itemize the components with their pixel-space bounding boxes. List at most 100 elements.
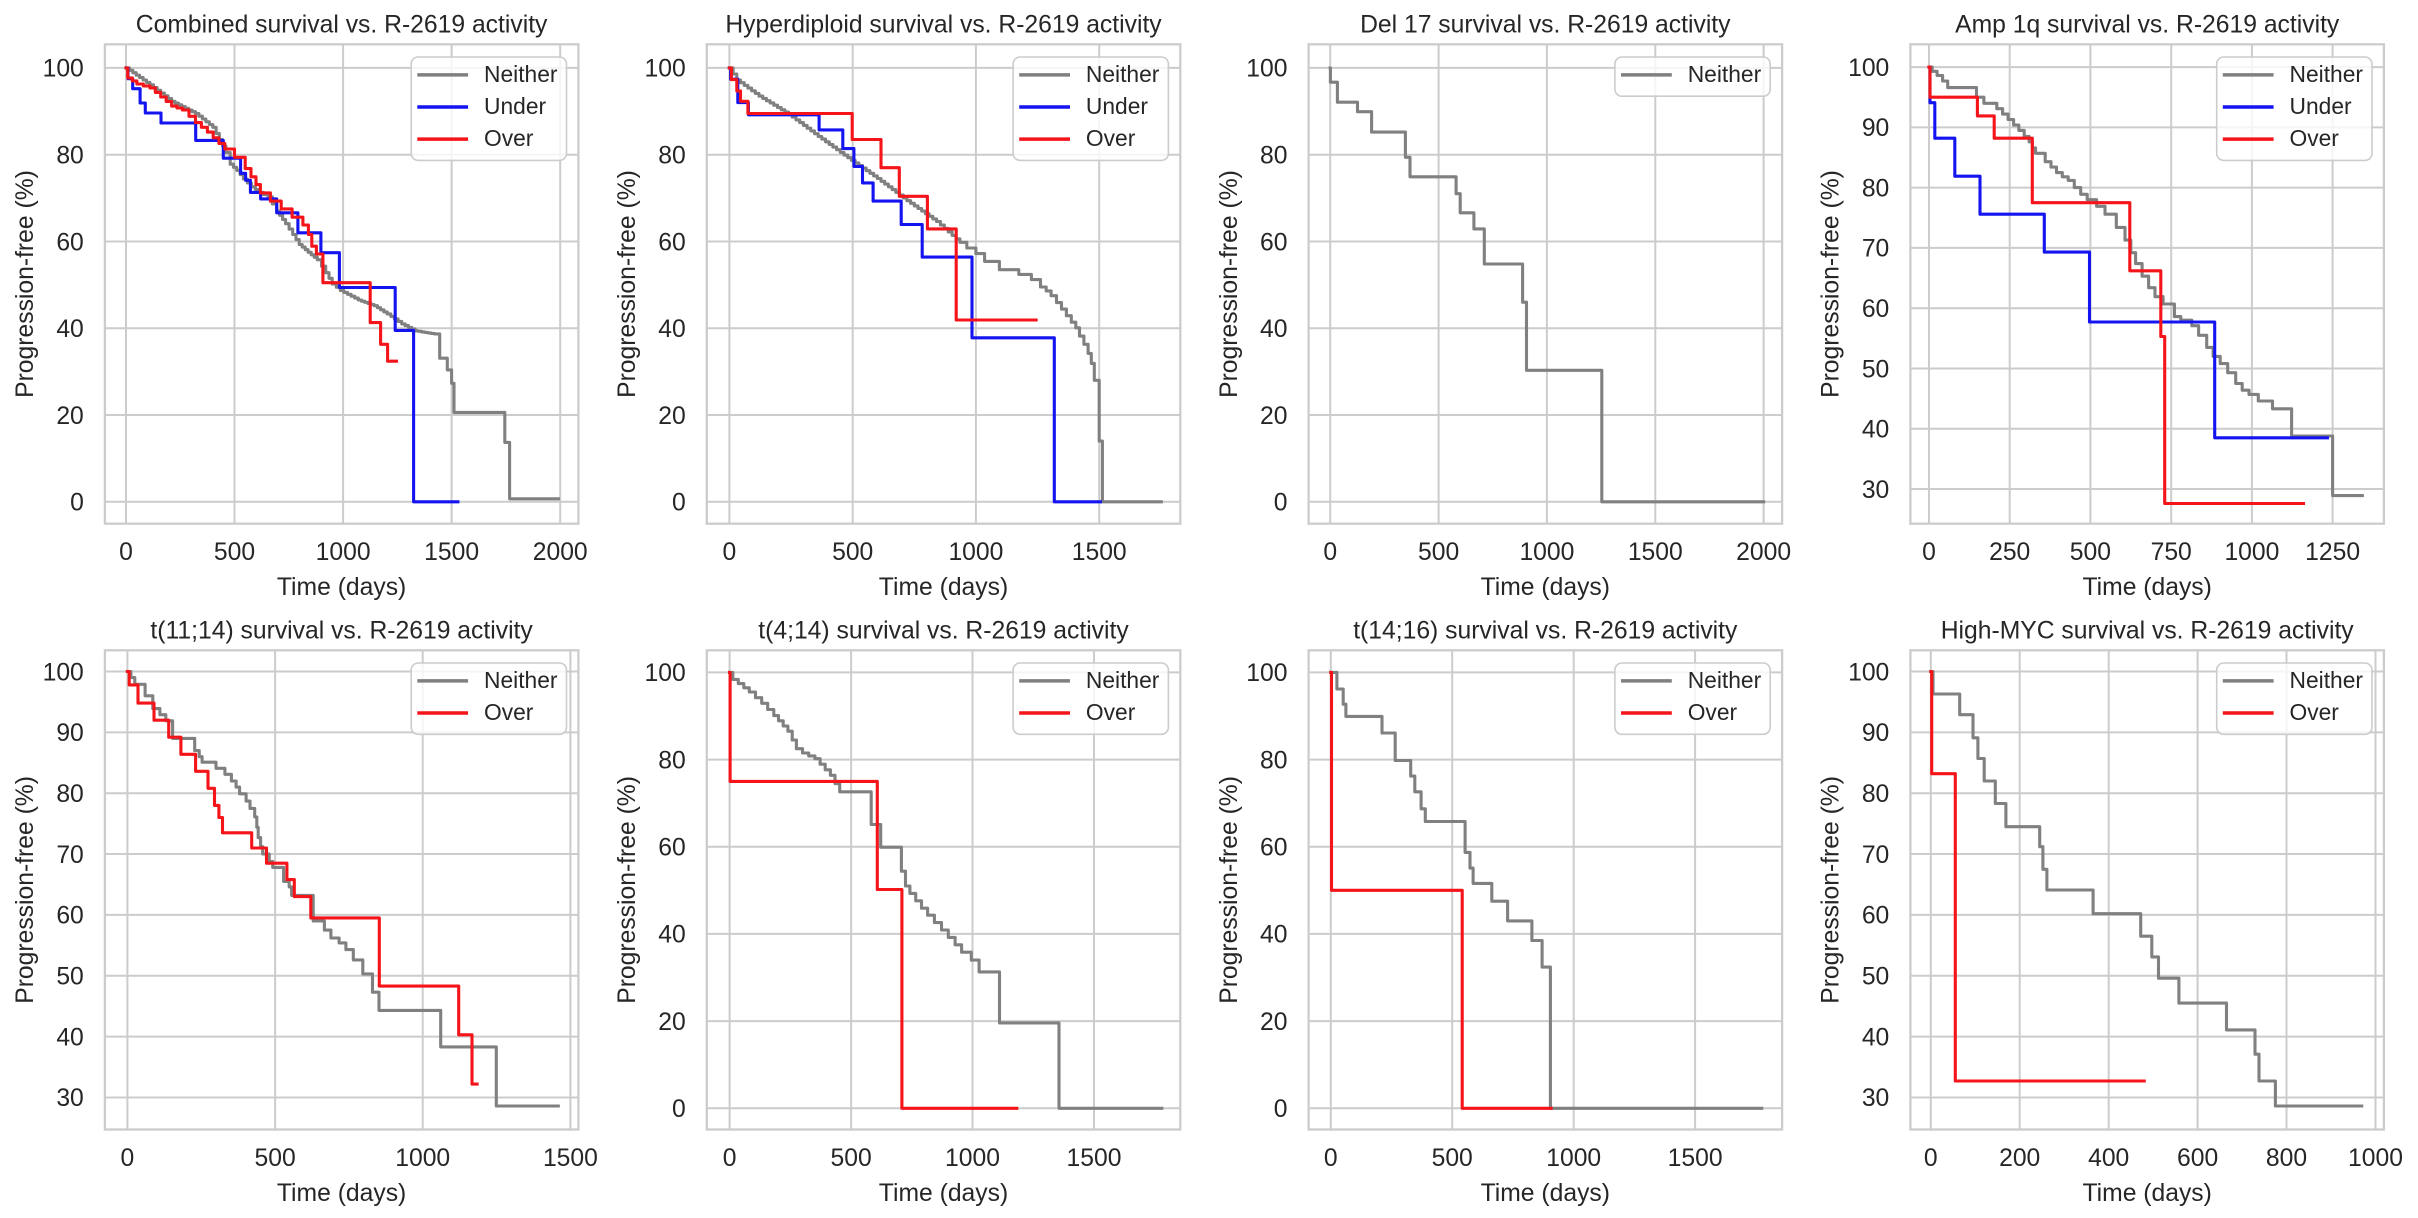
svg-text:Amp 1q survival vs. R-2619 act: Amp 1q survival vs. R-2619 activity [1955, 11, 2340, 38]
svg-text:80: 80 [658, 143, 685, 170]
svg-text:0: 0 [1924, 1145, 1938, 1172]
svg-text:1000: 1000 [316, 539, 371, 566]
svg-text:2000: 2000 [533, 539, 588, 566]
svg-text:500: 500 [1418, 539, 1459, 566]
svg-text:Neither: Neither [1688, 667, 1762, 693]
svg-text:500: 500 [2070, 539, 2111, 566]
svg-text:20: 20 [658, 403, 685, 430]
svg-text:Progression-free (%): Progression-free (%) [1216, 776, 1243, 1004]
svg-text:40: 40 [1260, 316, 1287, 343]
svg-text:1500: 1500 [543, 1145, 598, 1172]
svg-text:500: 500 [832, 539, 873, 566]
svg-text:40: 40 [658, 922, 685, 949]
svg-text:60: 60 [1862, 296, 1889, 323]
svg-text:0: 0 [672, 1096, 686, 1123]
svg-text:Del 17 survival vs. R-2619 act: Del 17 survival vs. R-2619 activity [1360, 11, 1731, 38]
svg-text:1000: 1000 [945, 1145, 1000, 1172]
svg-text:60: 60 [658, 229, 685, 256]
svg-text:1000: 1000 [948, 539, 1003, 566]
svg-text:30: 30 [1862, 477, 1889, 504]
svg-text:Progression-free (%): Progression-free (%) [12, 170, 39, 398]
svg-text:Under: Under [484, 93, 546, 119]
svg-text:70: 70 [1862, 236, 1889, 263]
svg-text:Neither: Neither [484, 61, 558, 87]
svg-text:600: 600 [2177, 1145, 2218, 1172]
svg-text:800: 800 [2266, 1145, 2307, 1172]
svg-text:90: 90 [1862, 720, 1889, 747]
svg-text:0: 0 [672, 490, 686, 517]
svg-text:60: 60 [658, 835, 685, 862]
svg-text:750: 750 [2151, 539, 2192, 566]
svg-text:500: 500 [214, 539, 255, 566]
svg-text:80: 80 [56, 781, 83, 808]
svg-text:30: 30 [1862, 1085, 1889, 1112]
svg-text:70: 70 [56, 842, 83, 869]
svg-text:Time (days): Time (days) [2082, 574, 2211, 601]
svg-text:30: 30 [56, 1085, 83, 1112]
svg-text:t(14;16) survival vs. R-2619 a: t(14;16) survival vs. R-2619 activity [1353, 617, 1738, 644]
svg-text:60: 60 [1260, 835, 1287, 862]
svg-text:2000: 2000 [1736, 539, 1791, 566]
svg-text:100: 100 [644, 56, 685, 83]
svg-text:80: 80 [658, 747, 685, 774]
svg-text:Time (days): Time (days) [277, 1180, 406, 1207]
svg-text:Over: Over [2290, 699, 2340, 725]
svg-text:50: 50 [56, 964, 83, 991]
svg-text:Over: Over [1086, 699, 1136, 725]
svg-text:Time (days): Time (days) [879, 1180, 1008, 1207]
svg-text:1500: 1500 [1628, 539, 1683, 566]
svg-text:20: 20 [1260, 403, 1287, 430]
svg-text:0: 0 [1274, 1096, 1288, 1123]
svg-text:Neither: Neither [484, 667, 558, 693]
svg-text:Neither: Neither [1086, 61, 1160, 87]
svg-text:Neither: Neither [1086, 667, 1160, 693]
svg-text:80: 80 [1862, 175, 1889, 202]
svg-text:Time (days): Time (days) [277, 574, 406, 601]
svg-text:20: 20 [658, 1009, 685, 1036]
svg-text:100: 100 [1848, 55, 1889, 82]
svg-text:40: 40 [1260, 922, 1287, 949]
svg-text:40: 40 [1862, 417, 1889, 444]
svg-text:Combined survival vs. R-2619 a: Combined survival vs. R-2619 activity [136, 11, 548, 38]
svg-text:500: 500 [254, 1145, 295, 1172]
svg-text:0: 0 [70, 490, 84, 517]
svg-text:Time (days): Time (days) [1481, 1180, 1610, 1207]
svg-text:1500: 1500 [1072, 539, 1127, 566]
svg-text:90: 90 [1862, 115, 1889, 142]
svg-text:50: 50 [1862, 356, 1889, 383]
svg-text:1000: 1000 [2224, 539, 2279, 566]
svg-text:Under: Under [1086, 93, 1148, 119]
svg-text:1000: 1000 [1546, 1145, 1601, 1172]
svg-text:1000: 1000 [2348, 1145, 2403, 1172]
svg-text:80: 80 [56, 143, 83, 170]
svg-text:80: 80 [1260, 747, 1287, 774]
svg-text:500: 500 [1432, 1145, 1473, 1172]
svg-text:80: 80 [1862, 781, 1889, 808]
svg-text:1500: 1500 [1668, 1145, 1723, 1172]
svg-text:1500: 1500 [424, 539, 479, 566]
svg-text:250: 250 [1989, 539, 2030, 566]
svg-text:Over: Over [484, 699, 534, 725]
svg-text:40: 40 [56, 1024, 83, 1051]
svg-text:500: 500 [830, 1145, 871, 1172]
svg-text:200: 200 [1999, 1145, 2040, 1172]
svg-text:400: 400 [2088, 1145, 2129, 1172]
svg-text:60: 60 [56, 903, 83, 930]
svg-text:80: 80 [1260, 143, 1287, 170]
svg-text:40: 40 [56, 316, 83, 343]
svg-text:Progression-free (%): Progression-free (%) [1818, 776, 1845, 1004]
svg-text:60: 60 [1260, 229, 1287, 256]
svg-text:100: 100 [1848, 659, 1889, 686]
svg-text:100: 100 [1246, 660, 1287, 687]
svg-text:Progression-free (%): Progression-free (%) [1818, 170, 1845, 398]
svg-text:100: 100 [43, 659, 84, 686]
svg-text:70: 70 [1862, 842, 1889, 869]
svg-text:Under: Under [2290, 93, 2352, 119]
svg-text:Time (days): Time (days) [1481, 574, 1610, 601]
svg-text:Time (days): Time (days) [2082, 1180, 2211, 1207]
svg-text:0: 0 [1274, 490, 1288, 517]
svg-text:0: 0 [1324, 1145, 1338, 1172]
svg-text:0: 0 [723, 1145, 737, 1172]
svg-text:Progression-free (%): Progression-free (%) [1216, 170, 1243, 398]
svg-text:Over: Over [2290, 125, 2340, 151]
